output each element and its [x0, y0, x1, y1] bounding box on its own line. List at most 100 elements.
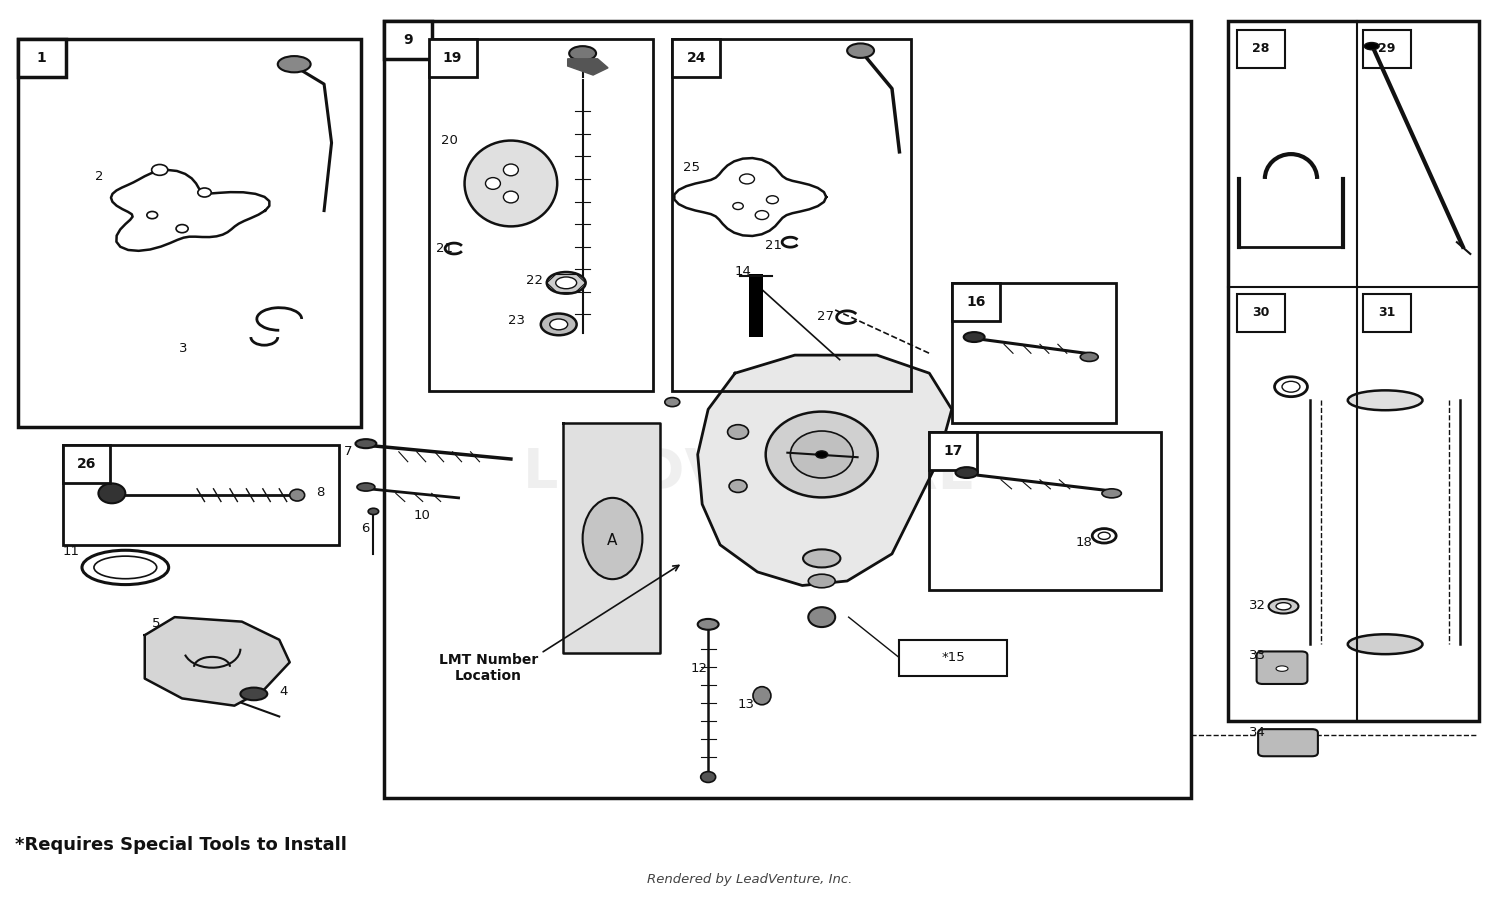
- Text: *Requires Special Tools to Install: *Requires Special Tools to Install: [15, 835, 346, 854]
- Bar: [672, 39, 720, 77]
- Text: 5: 5: [152, 617, 160, 630]
- Ellipse shape: [963, 332, 984, 342]
- Text: Rendered by LeadVenture, Inc.: Rendered by LeadVenture, Inc.: [648, 874, 852, 886]
- Ellipse shape: [1364, 43, 1378, 50]
- Text: 12: 12: [690, 663, 706, 675]
- Ellipse shape: [698, 619, 718, 630]
- Ellipse shape: [1282, 381, 1300, 392]
- Ellipse shape: [740, 174, 754, 184]
- Ellipse shape: [1276, 603, 1292, 610]
- Text: 25: 25: [682, 161, 699, 174]
- Ellipse shape: [278, 56, 310, 73]
- Ellipse shape: [147, 212, 158, 219]
- Text: 13: 13: [738, 698, 754, 712]
- FancyBboxPatch shape: [1258, 729, 1318, 756]
- Polygon shape: [562, 423, 660, 654]
- Text: *15: *15: [942, 651, 964, 664]
- Text: LMT Number
Location: LMT Number Location: [440, 654, 538, 684]
- Ellipse shape: [1348, 390, 1422, 410]
- Bar: [748, 274, 764, 337]
- Polygon shape: [567, 59, 608, 75]
- Text: 33: 33: [1250, 649, 1266, 662]
- Bar: [951, 283, 999, 321]
- Bar: [1228, 21, 1479, 721]
- Ellipse shape: [664, 397, 680, 406]
- Text: 29: 29: [1378, 43, 1395, 55]
- Text: 21: 21: [765, 239, 782, 253]
- Ellipse shape: [766, 195, 778, 204]
- Ellipse shape: [808, 574, 836, 588]
- Text: 23: 23: [509, 315, 525, 327]
- Text: 7: 7: [344, 445, 352, 458]
- Bar: [672, 39, 912, 391]
- Ellipse shape: [152, 165, 168, 175]
- Text: 31: 31: [1378, 306, 1395, 319]
- Ellipse shape: [568, 46, 596, 61]
- Ellipse shape: [1102, 489, 1122, 498]
- Bar: [18, 39, 362, 427]
- Ellipse shape: [465, 141, 556, 226]
- Text: 9: 9: [404, 33, 412, 47]
- Ellipse shape: [356, 439, 376, 448]
- Ellipse shape: [1348, 634, 1422, 654]
- Ellipse shape: [94, 556, 156, 579]
- Ellipse shape: [549, 319, 567, 330]
- Ellipse shape: [486, 177, 501, 189]
- Text: 3: 3: [178, 342, 188, 355]
- Ellipse shape: [548, 272, 585, 294]
- Ellipse shape: [808, 607, 836, 627]
- Text: 10: 10: [414, 509, 430, 522]
- Bar: [18, 39, 66, 77]
- Text: 8: 8: [316, 486, 326, 499]
- Bar: [63, 445, 339, 544]
- Bar: [1362, 294, 1410, 332]
- Ellipse shape: [802, 549, 840, 567]
- Ellipse shape: [1080, 353, 1098, 362]
- Bar: [930, 432, 1161, 590]
- Ellipse shape: [700, 772, 715, 783]
- Text: 4: 4: [279, 684, 288, 698]
- Ellipse shape: [754, 211, 768, 220]
- Bar: [1362, 30, 1410, 68]
- Ellipse shape: [176, 225, 188, 233]
- Ellipse shape: [1276, 666, 1288, 672]
- Bar: [63, 445, 111, 484]
- Text: 22: 22: [526, 274, 543, 287]
- Bar: [429, 39, 652, 391]
- Text: 27: 27: [818, 310, 834, 323]
- Text: 11: 11: [63, 544, 80, 558]
- Ellipse shape: [504, 164, 519, 175]
- Bar: [429, 39, 477, 77]
- Ellipse shape: [790, 431, 853, 478]
- FancyBboxPatch shape: [1257, 652, 1308, 684]
- Text: 32: 32: [1250, 599, 1266, 612]
- Text: 20: 20: [441, 134, 458, 146]
- Text: A: A: [608, 533, 618, 548]
- Bar: [1238, 294, 1286, 332]
- Ellipse shape: [816, 451, 828, 458]
- Polygon shape: [698, 355, 951, 585]
- Text: 18: 18: [1076, 535, 1092, 549]
- Ellipse shape: [729, 480, 747, 493]
- Text: 21: 21: [436, 242, 453, 255]
- Ellipse shape: [290, 489, 304, 501]
- Ellipse shape: [956, 467, 978, 478]
- Bar: [384, 21, 1191, 798]
- Ellipse shape: [1098, 532, 1110, 539]
- Ellipse shape: [765, 412, 877, 497]
- Text: 34: 34: [1250, 725, 1266, 738]
- Ellipse shape: [198, 188, 211, 197]
- Text: 28: 28: [1252, 43, 1270, 55]
- Text: 26: 26: [76, 457, 96, 472]
- Bar: [930, 432, 976, 470]
- Bar: [900, 640, 1007, 676]
- Ellipse shape: [728, 425, 748, 439]
- Ellipse shape: [357, 483, 375, 491]
- Text: 16: 16: [966, 295, 986, 309]
- Text: 24: 24: [687, 51, 706, 65]
- Text: 30: 30: [1252, 306, 1270, 319]
- Ellipse shape: [99, 484, 126, 504]
- Ellipse shape: [847, 44, 874, 58]
- Text: 17: 17: [944, 444, 963, 458]
- Ellipse shape: [542, 314, 576, 335]
